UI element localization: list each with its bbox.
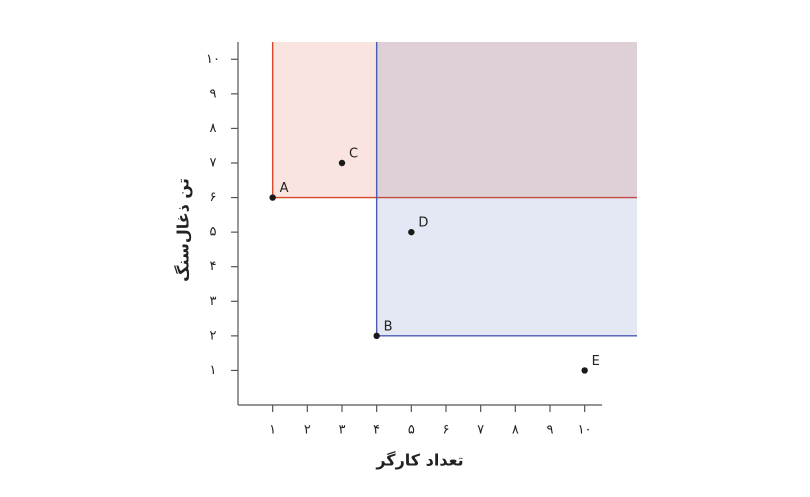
x-tick-label: ۸ [512,423,519,438]
y-tick-label: ۸ [210,121,217,136]
x-tick-label: ۵ [408,423,415,438]
point [269,194,276,201]
x-tick-label: ۹ [547,423,554,438]
y-tick-label: ۱۰ [206,52,220,67]
y-tick-label: ۳ [210,294,217,309]
region [376,42,637,336]
x-tick-label: ۷ [477,423,484,438]
point-label: C [349,147,358,162]
y-axis-title: تن ذغال‌سنگ [174,178,193,282]
point-label: B [384,319,393,334]
y-tick-label: ۶ [210,190,217,205]
point-label: A [280,181,289,196]
region [272,42,637,198]
x-tick-label: ۴ [373,423,380,438]
y-tick-label: ۹ [210,86,217,101]
y-tick-label: ۲ [210,328,217,343]
y-tick-label: ۱ [210,363,217,378]
x-tick-label: ۳ [339,423,346,438]
point-label: D [418,216,428,231]
y-tick-label: ۷ [210,156,217,171]
y-tick-label: ۵ [210,225,217,240]
x-tick-label: ۲ [304,423,311,438]
x-tick-label: ۱۰ [578,423,592,438]
x-tick-label: ۶ [443,423,450,438]
y-tick-label: ۴ [210,259,217,274]
point [338,159,346,167]
x-tick-label: ۱ [269,423,276,438]
x-axis-title: تعداد کارگر [375,451,463,470]
point [408,228,415,236]
point [581,367,588,374]
point [373,332,380,340]
point-label: E [592,354,600,369]
